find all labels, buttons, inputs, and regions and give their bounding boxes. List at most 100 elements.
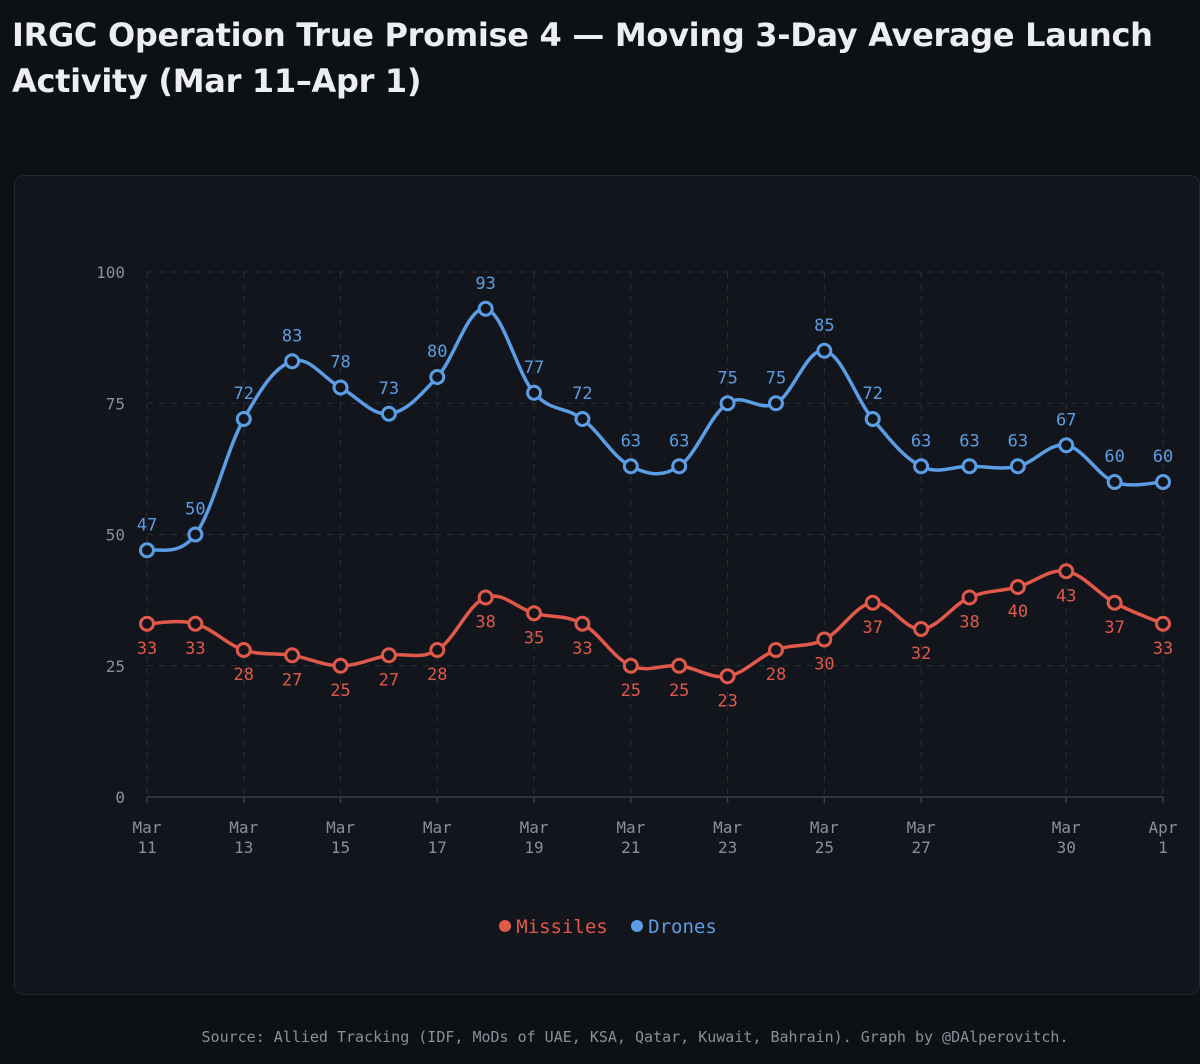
data-label-drones: 60	[1153, 447, 1173, 467]
data-point-missiles	[380, 647, 397, 664]
data-label-drones: 73	[379, 379, 399, 399]
data-point-drones	[622, 458, 639, 475]
data-label-drones: 63	[959, 431, 979, 451]
line-chart: 0 25 50 75 100 Mar 11 Mar 13 Mar 15 Mar 17 Mar 19 Mar 21…	[96, 263, 1178, 857]
data-label-missiles: 38	[959, 613, 979, 633]
data-label-missiles: 28	[234, 665, 254, 685]
legend-dot-icon	[499, 919, 512, 932]
data-label-missiles: 28	[427, 665, 447, 685]
data-label-drones: 93	[475, 274, 495, 294]
x-tick-label: Mar 15	[326, 818, 355, 857]
data-point-missiles	[477, 589, 494, 606]
data-label-missiles: 35	[524, 628, 544, 648]
page-title: IRGC Operation True Promise 4 — Moving 3…	[12, 16, 1153, 100]
data-point-missiles	[816, 631, 833, 648]
data-label-drones: 50	[185, 500, 205, 520]
data-point-missiles	[1058, 563, 1075, 580]
data-point-drones	[235, 411, 252, 427]
data-point-drones	[574, 411, 591, 427]
data-label-missiles: 43	[1056, 586, 1076, 606]
data-label-drones: 80	[427, 342, 447, 362]
x-tick-label: Mar 11	[133, 818, 162, 857]
data-label-drones: 67	[1056, 410, 1076, 430]
x-tick-label: Mar 27	[907, 818, 936, 857]
legend-item-drones[interactable]: Drones	[631, 914, 717, 940]
x-tick-label: Mar 30	[1052, 818, 1081, 857]
data-label-missiles: 25	[330, 681, 350, 701]
data-label-missiles: 27	[282, 670, 302, 690]
data-point-drones	[284, 353, 301, 370]
data-label-missiles: 40	[1008, 602, 1028, 622]
data-point-missiles	[429, 642, 446, 658]
data-label-missiles: 33	[137, 639, 157, 659]
data-point-missiles	[1155, 615, 1171, 632]
legend-label-drones: Drones	[648, 916, 717, 938]
data-point-missiles	[864, 594, 881, 611]
axis-ticks: 0 25 50 75 100 Mar 11 Mar 13 Mar 15 Mar 17 Mar 19 Mar 21…	[96, 263, 1178, 857]
data-label-drones: 60	[1104, 447, 1124, 467]
data-label-missiles: 23	[717, 691, 737, 711]
data-point-drones	[332, 379, 349, 396]
data-point-drones	[139, 542, 155, 559]
data-point-missiles	[526, 605, 543, 622]
source-note: Source: Allied Tracking (IDF, MoDs of UA…	[201, 1028, 1069, 1046]
chart-card: 0 25 50 75 100 Mar 11 Mar 13 Mar 15 Mar 17 Mar 19 Mar 21…	[14, 175, 1200, 995]
series-line-drones	[145, 307, 1165, 552]
legend: Missiles Drones	[15, 914, 1199, 940]
data-point-drones	[719, 395, 736, 412]
grid-lines	[146, 271, 1164, 798]
data-point-drones	[1058, 437, 1075, 454]
y-tick-label: 50	[106, 526, 125, 545]
legend-item-missiles[interactable]: Missiles	[499, 914, 608, 940]
data-point-missiles	[622, 657, 639, 674]
data-point-missiles	[1009, 579, 1026, 595]
y-tick-label: 100	[96, 263, 125, 282]
data-label-drones: 63	[621, 431, 641, 451]
series-line-missiles	[145, 569, 1165, 679]
data-point-missiles	[139, 615, 155, 632]
legend-dot-icon	[631, 919, 644, 932]
data-label-missiles: 37	[1104, 618, 1124, 638]
data-label-drones: 63	[669, 431, 689, 451]
x-tick-label: Mar 17	[423, 818, 452, 857]
legend-label-missiles: Missiles	[516, 916, 608, 938]
data-label-missiles: 33	[1153, 639, 1173, 659]
data-label-missiles: 27	[379, 670, 399, 690]
data-point-drones	[913, 458, 930, 475]
data-point-missiles	[671, 657, 688, 674]
data-label-drones: 78	[330, 353, 350, 373]
data-point-missiles	[574, 615, 591, 632]
data-point-drones	[380, 405, 397, 422]
data-point-missiles	[284, 647, 301, 664]
series-lines	[139, 300, 1171, 685]
data-label-drones: 72	[234, 384, 254, 404]
x-tick-label: Mar 23	[713, 818, 742, 857]
data-point-missiles	[961, 589, 978, 606]
data-point-missiles	[332, 657, 349, 674]
data-point-missiles	[1106, 594, 1123, 611]
data-point-drones	[526, 384, 543, 401]
data-point-drones	[1155, 474, 1171, 490]
data-label-drones: 85	[814, 316, 834, 336]
data-label-drones: 63	[911, 431, 931, 451]
data-labels: 33 33 28 27 25 27 28 38 35 33 25 25 23 28 30 37 32 38 40 43…	[137, 274, 1173, 712]
data-label-drones: 77	[524, 358, 544, 378]
x-tick-label: Mar 25	[810, 818, 839, 857]
y-tick-label: 75	[106, 394, 125, 413]
x-tick-label: Mar 19	[520, 818, 549, 857]
data-label-drones: 47	[137, 515, 157, 535]
data-label-drones: 72	[572, 384, 592, 404]
data-point-drones	[1106, 474, 1123, 490]
x-tick-label: Mar 13	[229, 818, 258, 857]
data-point-missiles	[913, 621, 930, 637]
data-point-missiles	[235, 642, 252, 658]
data-point-drones	[961, 458, 978, 475]
data-label-missiles: 38	[475, 613, 495, 633]
data-point-drones	[767, 395, 784, 412]
data-point-drones	[429, 369, 446, 385]
x-tick-label: Mar 21	[616, 818, 645, 857]
data-label-missiles: 37	[862, 618, 882, 638]
data-point-missiles	[767, 642, 784, 658]
data-point-missiles	[187, 615, 204, 632]
data-point-drones	[864, 411, 881, 427]
